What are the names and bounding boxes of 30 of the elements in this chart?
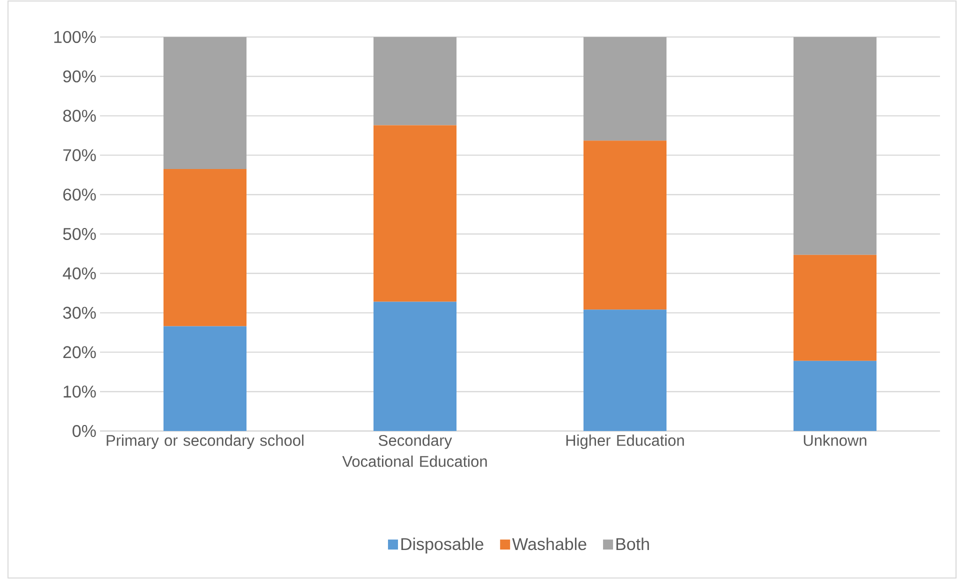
bar (794, 254, 877, 361)
bar (584, 37, 667, 141)
y-tick-label: 60% (63, 188, 96, 201)
bar (584, 310, 667, 431)
y-tick-label: 10% (64, 386, 96, 398)
bar (584, 140, 667, 310)
bar (164, 37, 247, 169)
bar (374, 37, 457, 126)
bar (164, 326, 247, 431)
bar (794, 37, 877, 255)
x-tick-label: Primary or secondary school (106, 434, 304, 449)
y-tick-label: 80% (63, 110, 96, 122)
bar (374, 302, 457, 431)
legend-label: Washable (512, 538, 586, 550)
bar (374, 125, 457, 302)
bar (164, 168, 247, 326)
x-tick-label: Higher Education (566, 434, 684, 449)
legend-label: Both (616, 538, 649, 550)
x-tick-label: Unknown (804, 434, 866, 446)
y-tick-label: 50% (63, 228, 96, 240)
y-tick-label: 20% (63, 346, 96, 358)
y-tick-label: 100% (54, 30, 96, 44)
y-tick-label: 30% (63, 306, 96, 319)
y-tick-label: 90% (63, 70, 96, 82)
y-tick-label: 70% (63, 149, 96, 162)
y-tick-label: 40% (62, 267, 96, 280)
y-tick-label: 0% (72, 424, 96, 438)
legend-label: Disposable (401, 538, 484, 554)
x-tick-label: Secondary Vocational Education (342, 434, 487, 467)
bar (794, 360, 877, 431)
